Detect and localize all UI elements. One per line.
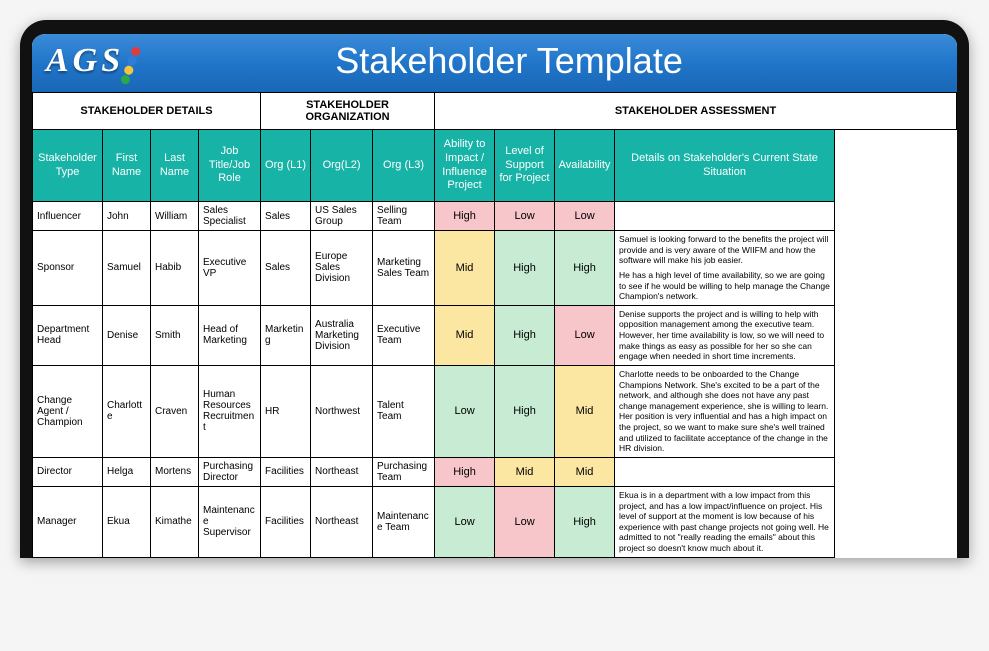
table-cell: William — [151, 202, 199, 231]
laptop-frame: AGS Stakeholder Template STAKEHOLDER DET… — [20, 20, 969, 558]
logo-dot — [120, 73, 132, 85]
table-cell: Mid — [555, 457, 615, 486]
table-body: InfluencerJohnWilliamSales SpecialistSal… — [33, 202, 957, 558]
table-cell: Purchasing Director — [199, 457, 261, 486]
table-cell: Facilities — [261, 486, 311, 557]
table-cell: Mid — [435, 305, 495, 365]
details-cell — [615, 457, 835, 486]
table-cell: Low — [495, 202, 555, 231]
table-cell: Mid — [555, 365, 615, 457]
details-cell: Charlotte needs to be onboarded to the C… — [615, 365, 835, 457]
table-row: DirectorHelgaMortensPurchasing DirectorF… — [33, 457, 957, 486]
table-cell: Low — [435, 486, 495, 557]
column-header: Org (L1) — [261, 130, 311, 202]
table-cell: Sales — [261, 231, 311, 306]
column-header-row: Stakeholder TypeFirst NameLast NameJob T… — [33, 130, 957, 202]
table-cell: Sponsor — [33, 231, 103, 306]
column-header: First Name — [103, 130, 151, 202]
table-cell: Samuel — [103, 231, 151, 306]
table-cell: High — [435, 457, 495, 486]
table-cell: Maintenance Team — [373, 486, 435, 557]
table-cell: Maintenance Supervisor — [199, 486, 261, 557]
column-header: Details on Stakeholder's Current State S… — [615, 130, 835, 202]
table-cell: Marketing — [261, 305, 311, 365]
details-cell: Ekua is in a department with a low impac… — [615, 486, 835, 557]
table-cell: Denise — [103, 305, 151, 365]
table-cell: Executive VP — [199, 231, 261, 306]
table-cell: Sales Specialist — [199, 202, 261, 231]
details-cell — [615, 202, 835, 231]
table-cell: Low — [495, 486, 555, 557]
column-header: Stakeholder Type — [33, 130, 103, 202]
column-header: Ability to Impact / Influence Project — [435, 130, 495, 202]
column-header: Last Name — [151, 130, 199, 202]
table-cell: Charlotte — [103, 365, 151, 457]
logo-text: AGS — [46, 42, 124, 80]
table-row: Department HeadDeniseSmithHead of Market… — [33, 305, 957, 365]
table-cell: Ekua — [103, 486, 151, 557]
table-cell: Department Head — [33, 305, 103, 365]
table-cell: Talent Team — [373, 365, 435, 457]
table-cell: Mid — [435, 231, 495, 306]
table-cell: High — [495, 305, 555, 365]
table-cell: Executive Team — [373, 305, 435, 365]
table-cell: High — [435, 202, 495, 231]
table-cell: Craven — [151, 365, 199, 457]
column-header: Availability — [555, 130, 615, 202]
page-title: Stakeholder Template — [135, 40, 883, 82]
table-cell: HR — [261, 365, 311, 457]
group-header-row: STAKEHOLDER DETAILSSTAKEHOLDER ORGANIZAT… — [33, 93, 957, 130]
table-cell: High — [555, 486, 615, 557]
table-cell: Selling Team — [373, 202, 435, 231]
table-cell: Change Agent / Champion — [33, 365, 103, 457]
details-cell: Samuel is looking forward to the benefit… — [615, 231, 835, 306]
logo-dot — [123, 64, 135, 76]
table-row: ManagerEkuaKimatheMaintenance Supervisor… — [33, 486, 957, 557]
table-cell: High — [495, 231, 555, 306]
table-cell: Europe Sales Division — [311, 231, 373, 306]
column-header: Org (L3) — [373, 130, 435, 202]
table-cell: Helga — [103, 457, 151, 486]
table-cell: Low — [555, 305, 615, 365]
table-cell: Human Resources Recruitment — [199, 365, 261, 457]
table-cell: Habib — [151, 231, 199, 306]
table-cell: Influencer — [33, 202, 103, 231]
column-header: Level of Support for Project — [495, 130, 555, 202]
table-row: SponsorSamuelHabibExecutive VPSalesEurop… — [33, 231, 957, 306]
table-cell: Mortens — [151, 457, 199, 486]
logo: AGS — [46, 42, 135, 81]
screen: AGS Stakeholder Template STAKEHOLDER DET… — [32, 34, 957, 558]
table-cell: Purchasing Team — [373, 457, 435, 486]
table-cell: Head of Marketing — [199, 305, 261, 365]
table-row: InfluencerJohnWilliamSales SpecialistSal… — [33, 202, 957, 231]
table-cell: High — [495, 365, 555, 457]
table-cell: Facilities — [261, 457, 311, 486]
table-cell: Manager — [33, 486, 103, 557]
group-header: STAKEHOLDER ORGANIZATION — [261, 93, 435, 130]
table-row: Change Agent / ChampionCharlotteCravenHu… — [33, 365, 957, 457]
table-cell: Low — [555, 202, 615, 231]
table-cell: Marketing Sales Team — [373, 231, 435, 306]
table-cell: Director — [33, 457, 103, 486]
table-cell: High — [555, 231, 615, 306]
column-header: Job Title/Job Role — [199, 130, 261, 202]
table-cell: Sales — [261, 202, 311, 231]
table-cell: US Sales Group — [311, 202, 373, 231]
table-cell: Kimathe — [151, 486, 199, 557]
table-cell: Mid — [495, 457, 555, 486]
column-header: Org(L2) — [311, 130, 373, 202]
table-cell: Northwest — [311, 365, 373, 457]
app-header: AGS Stakeholder Template — [32, 34, 957, 92]
group-header: STAKEHOLDER DETAILS — [33, 93, 261, 130]
table-cell: Low — [435, 365, 495, 457]
table-cell: John — [103, 202, 151, 231]
table-cell: Northeast — [311, 457, 373, 486]
group-header: STAKEHOLDER ASSESSMENT — [435, 93, 957, 130]
table-cell: Smith — [151, 305, 199, 365]
table-cell: Australia Marketing Division — [311, 305, 373, 365]
stakeholder-table: STAKEHOLDER DETAILSSTAKEHOLDER ORGANIZAT… — [32, 92, 957, 558]
details-cell: Denise supports the project and is willi… — [615, 305, 835, 365]
table-cell: Northeast — [311, 486, 373, 557]
